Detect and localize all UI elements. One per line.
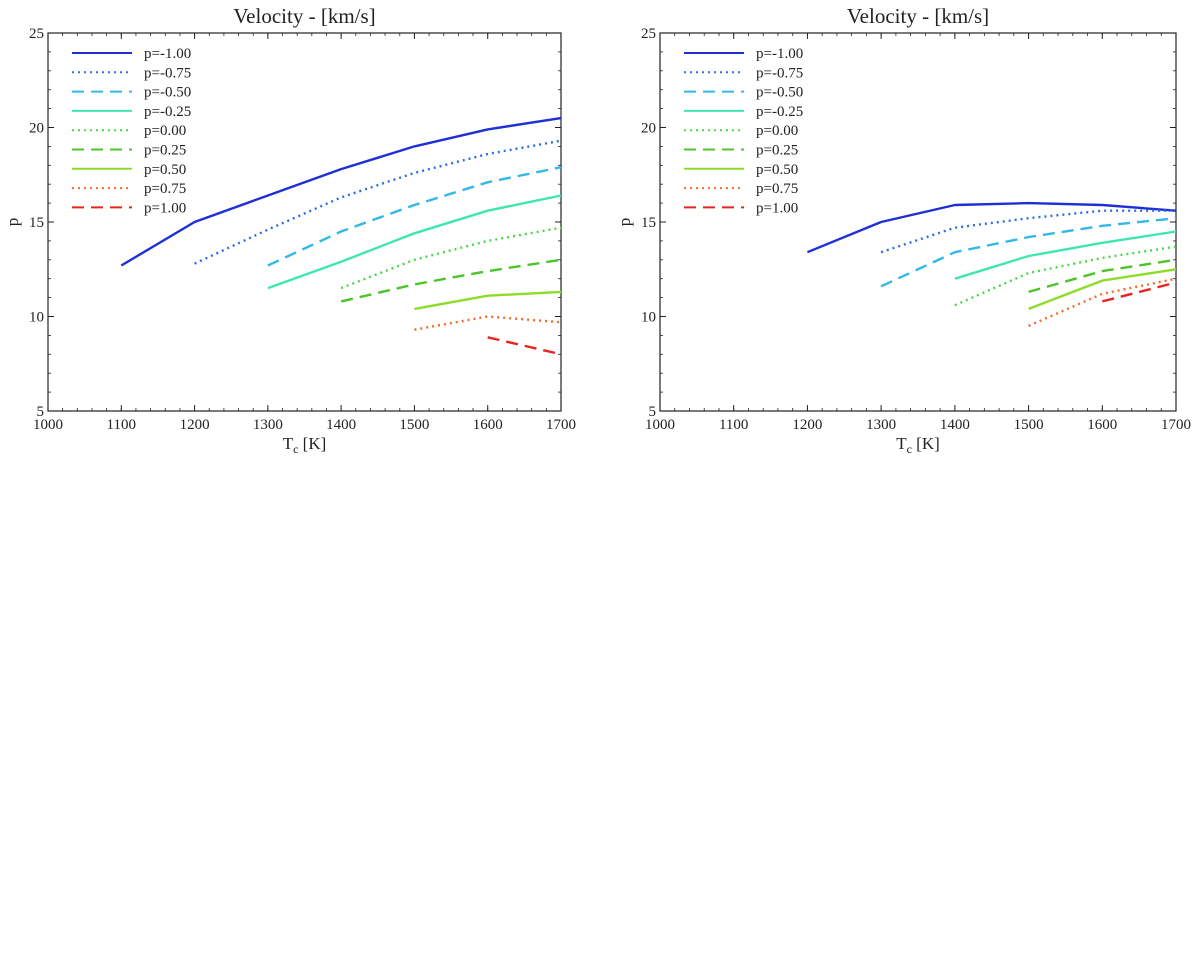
chart-svg: Velocity - [km/s] 1000 1100 1200 1300 1400 150… bbox=[615, 4, 1191, 456]
x-tick-label: 1500 bbox=[399, 417, 429, 433]
x-tick-label: 1300 bbox=[866, 417, 896, 433]
y-tick-label: 20 bbox=[641, 121, 656, 137]
x-axis-label: Tc [K] bbox=[896, 434, 940, 456]
chart-massloss-left: Mass-loss rate - [10-6 MSun/yr]100011001… bbox=[0, 480, 600, 958]
series-line bbox=[487, 336, 562, 356]
x-tick-label: 1000 bbox=[645, 417, 675, 433]
chart-velocity-left: Velocity - [km/s] 1000 1100 1200 1300 1400 150… bbox=[0, 0, 600, 470]
y-tick-label: 15 bbox=[641, 215, 656, 231]
series-line bbox=[120, 116, 562, 267]
y-tick-label: 25 bbox=[641, 26, 656, 42]
x-tick-label: 1000 bbox=[33, 417, 63, 433]
series-line bbox=[954, 230, 1177, 280]
legend-label: p=0.25 bbox=[756, 143, 798, 159]
y-tick-label: 10 bbox=[641, 310, 656, 326]
legend-label: p=-0.25 bbox=[144, 104, 191, 120]
series-line bbox=[267, 166, 562, 267]
y-tick-label: 15 bbox=[29, 215, 44, 231]
legend-label: p=-1.00 bbox=[756, 46, 803, 62]
plot-frame bbox=[47, 32, 562, 412]
x-tick-label: 1600 bbox=[473, 417, 503, 433]
series-line bbox=[414, 290, 562, 311]
chart-svg: Mass-loss rate - [10-6 MSun/yr]100011001… bbox=[0, 480, 600, 958]
legend-label: p=0.00 bbox=[756, 123, 798, 139]
y-tick-label: 10 bbox=[29, 310, 44, 326]
chart-svg: Velocity - [km/s] 1000 1100 1200 1300 1400 150… bbox=[3, 4, 576, 456]
legend-label: p=0.50 bbox=[144, 162, 186, 178]
series-line bbox=[880, 209, 1176, 254]
x-tick-label: 1600 bbox=[1087, 417, 1117, 433]
y-tick-label: 5 bbox=[649, 404, 657, 420]
series-line bbox=[194, 139, 562, 265]
x-tick-label: 1400 bbox=[940, 417, 970, 433]
legend-label: p=0.00 bbox=[144, 123, 186, 139]
legend-label: p=-0.75 bbox=[144, 65, 191, 81]
series-line bbox=[1028, 258, 1177, 294]
x-tick-label: 1200 bbox=[792, 417, 822, 433]
legend-label: p=1.00 bbox=[144, 200, 186, 216]
series-line bbox=[954, 245, 1177, 307]
legend-label: p=-0.75 bbox=[756, 65, 803, 81]
y-axis-label: p bbox=[615, 218, 634, 227]
legend-label: p=1.00 bbox=[756, 200, 798, 216]
legend-label: p=0.75 bbox=[756, 181, 798, 197]
x-tick-label: 1100 bbox=[107, 417, 136, 433]
chart-title: Velocity - [km/s] bbox=[847, 4, 989, 28]
series-line bbox=[340, 226, 562, 290]
legend-label: p=0.50 bbox=[756, 162, 798, 178]
legend-label: p=-0.25 bbox=[756, 104, 803, 120]
series-line bbox=[414, 315, 562, 331]
y-tick-label: 20 bbox=[29, 121, 44, 137]
y-tick-label: 25 bbox=[29, 26, 44, 42]
x-axis-label: Tc [K] bbox=[283, 434, 327, 456]
legend-label: p=-1.00 bbox=[144, 46, 191, 62]
legend-label: p=-0.50 bbox=[756, 85, 803, 101]
x-tick-label: 1300 bbox=[253, 417, 283, 433]
plot-frame bbox=[659, 32, 1177, 412]
x-tick-label: 1700 bbox=[1161, 417, 1191, 433]
series-line bbox=[806, 201, 1177, 254]
series-line bbox=[880, 217, 1177, 288]
series-line bbox=[1028, 268, 1177, 311]
legend-label: p=0.75 bbox=[144, 181, 186, 197]
series-line bbox=[1102, 281, 1177, 303]
chart-velocity-right: Velocity - [km/s] 1000 1100 1200 1300 1400 150… bbox=[600, 0, 1200, 470]
chart-massloss-right: Mass-loss rate - [10-6 MSun/yr]100011001… bbox=[600, 480, 1200, 958]
x-tick-label: 1100 bbox=[719, 417, 748, 433]
series-line bbox=[340, 258, 562, 303]
y-axis-label: p bbox=[3, 218, 22, 227]
x-tick-label: 1400 bbox=[326, 417, 356, 433]
legend-label: p=0.25 bbox=[144, 143, 186, 159]
x-tick-label: 1200 bbox=[180, 417, 210, 433]
legend-label: p=-0.50 bbox=[144, 85, 191, 101]
chart-svg: Mass-loss rate - [10-6 MSun/yr]100011001… bbox=[600, 480, 1200, 958]
x-tick-label: 1500 bbox=[1014, 417, 1044, 433]
chart-title: Velocity - [km/s] bbox=[233, 4, 375, 28]
x-tick-label: 1700 bbox=[546, 417, 576, 433]
y-tick-label: 5 bbox=[37, 404, 45, 420]
series-line bbox=[267, 194, 562, 290]
